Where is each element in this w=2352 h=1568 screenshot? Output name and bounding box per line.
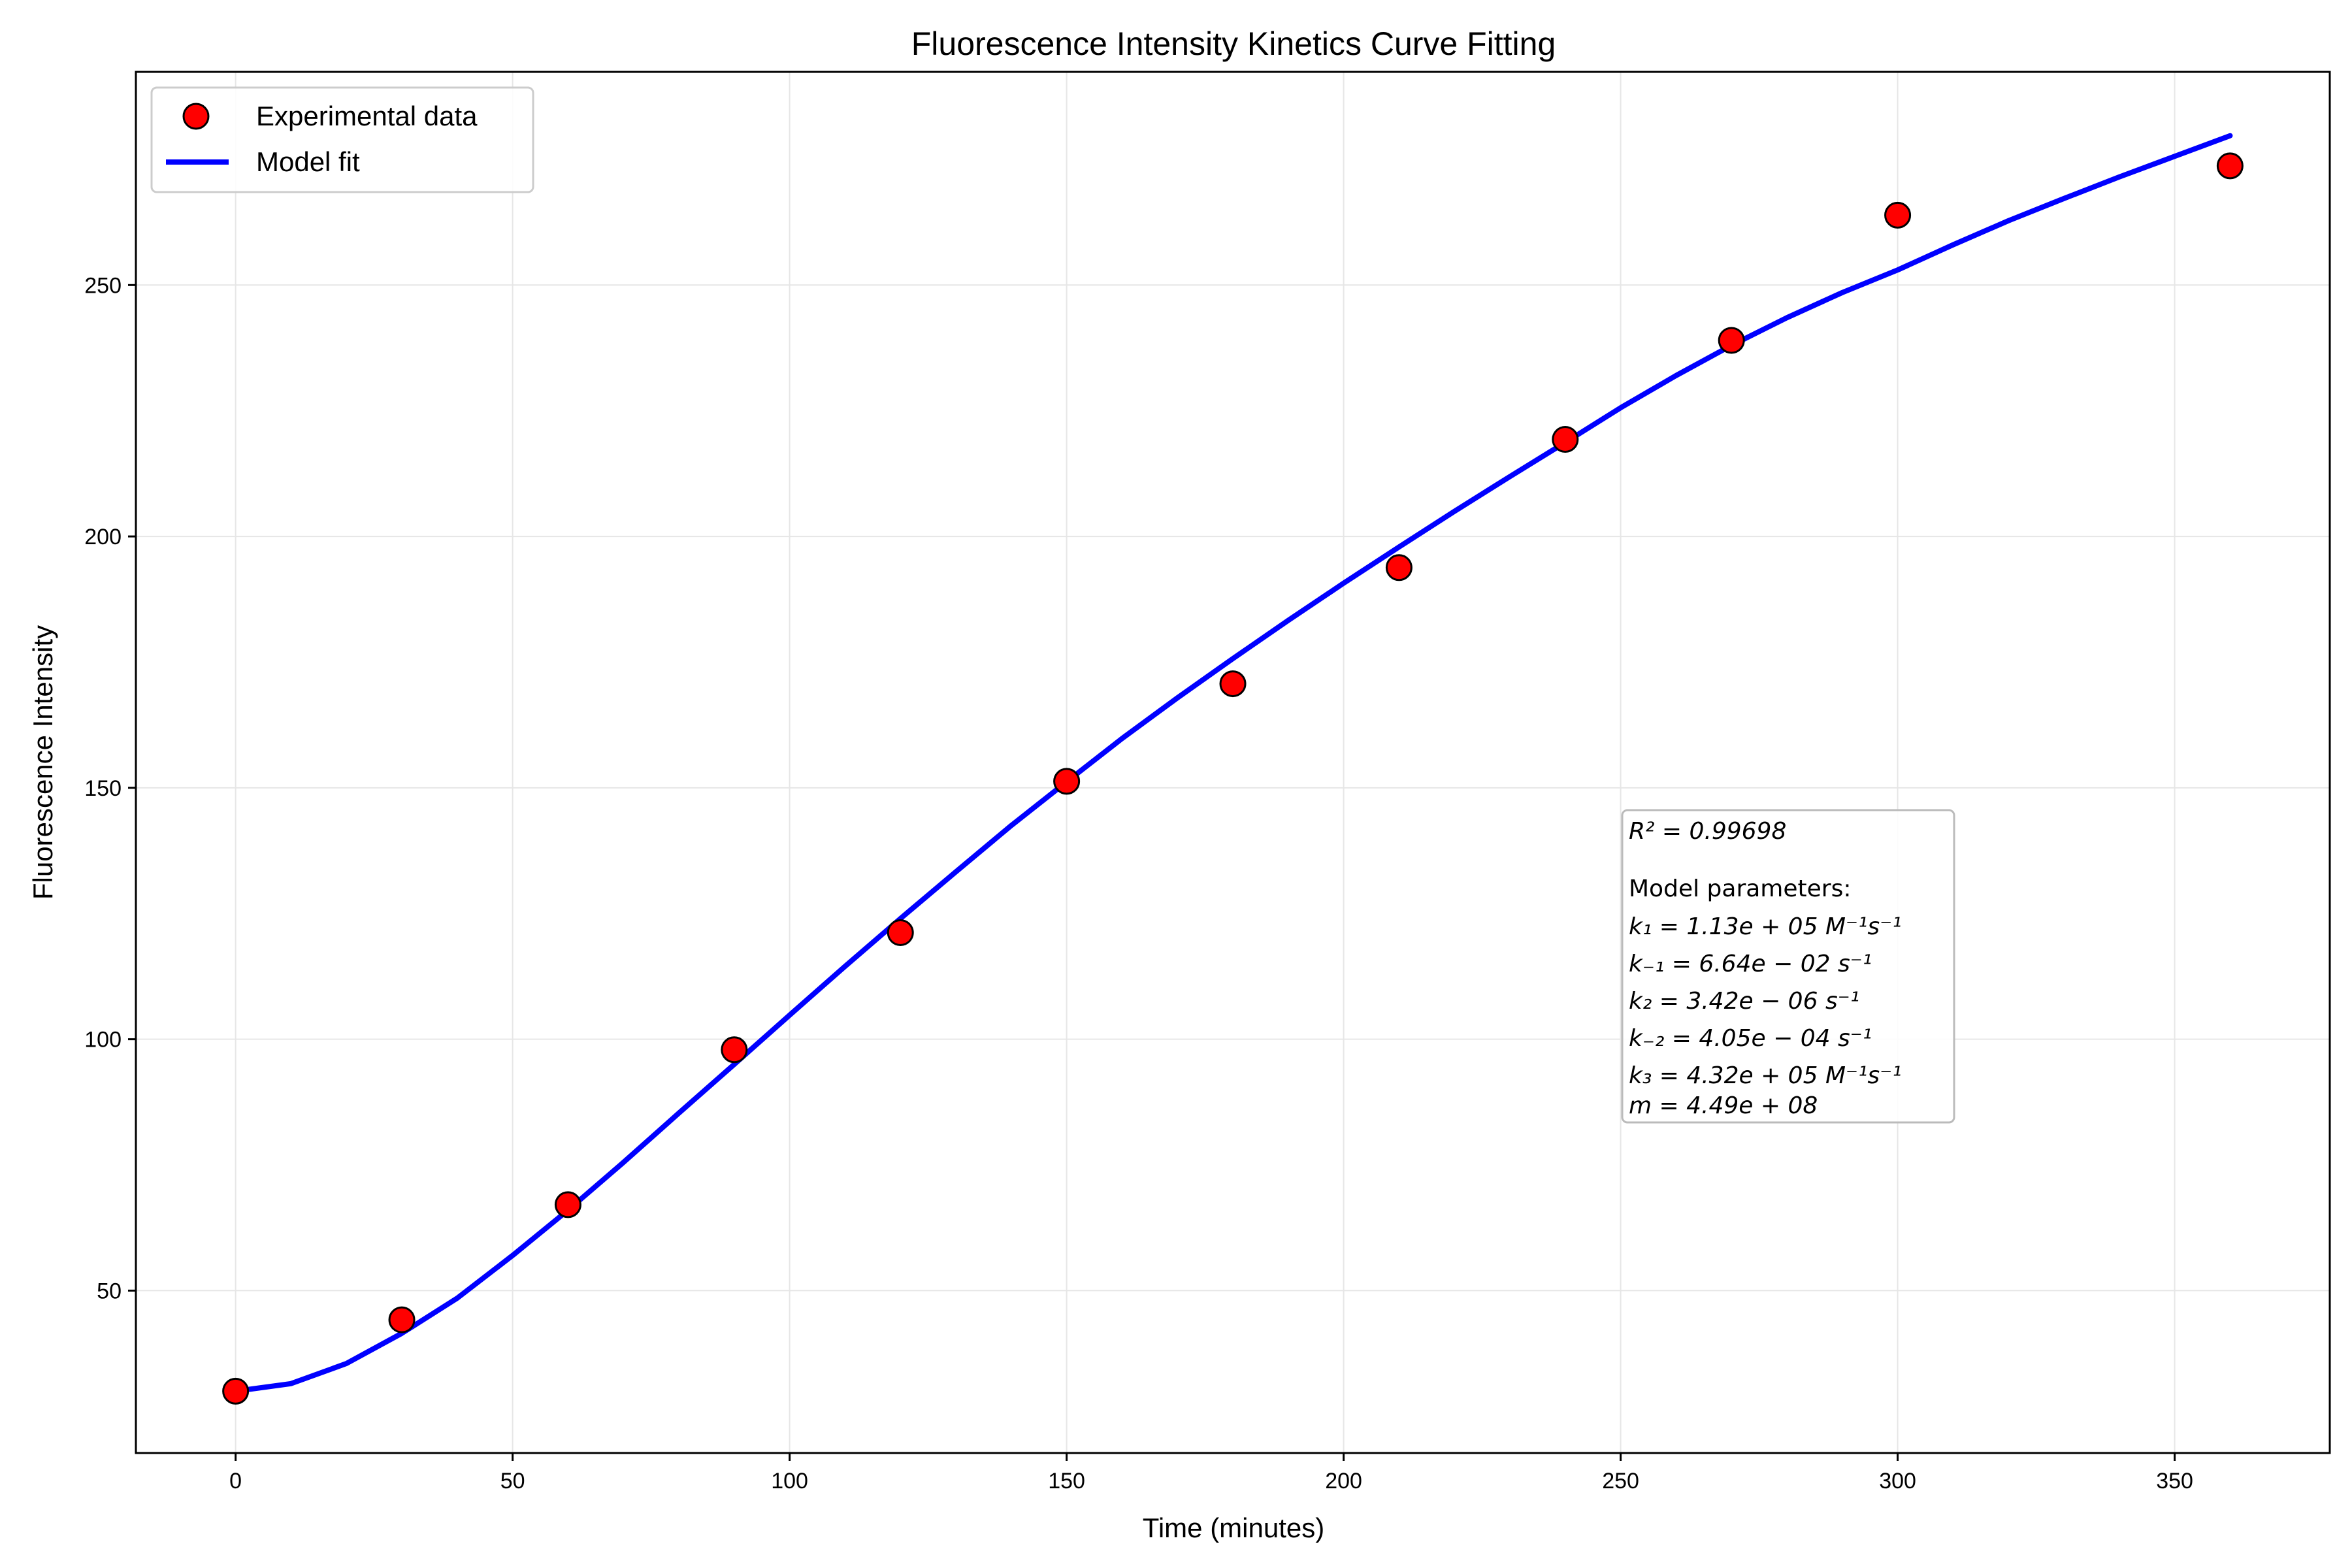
data-point bbox=[1219, 670, 1247, 698]
param-m: m = 4.49e + 08 bbox=[1629, 1092, 1818, 1119]
param-k-1: k₋₁ = 6.64e − 02 s⁻¹ bbox=[1629, 951, 1872, 977]
legend-frame bbox=[150, 86, 534, 193]
data-point bbox=[554, 1191, 581, 1218]
legend-label-model: Model fit bbox=[256, 146, 360, 177]
y-tick-label: 250 bbox=[84, 273, 122, 298]
y-tick-label: 150 bbox=[84, 776, 122, 801]
x-tick-label: 0 bbox=[229, 1469, 242, 1494]
x-tick-label: 250 bbox=[1602, 1469, 1639, 1494]
param-k-2: k₋₂ = 4.05e − 04 s⁻¹ bbox=[1629, 1025, 1872, 1052]
data-point bbox=[1884, 201, 1912, 229]
x-tick-label: 150 bbox=[1048, 1469, 1085, 1494]
chart-title: Fluorescence Intensity Kinetics Curve Fi… bbox=[911, 25, 1556, 62]
x-tick-label: 50 bbox=[500, 1469, 525, 1494]
legend-label-experimental: Experimental data bbox=[256, 101, 478, 131]
x-tick-label: 300 bbox=[1879, 1469, 1916, 1494]
data-point bbox=[1385, 554, 1413, 581]
data-point bbox=[222, 1377, 250, 1405]
data-point bbox=[1053, 768, 1081, 795]
legend: Experimental data Model fit bbox=[150, 86, 534, 193]
x-tick-label: 200 bbox=[1325, 1469, 1362, 1494]
y-axis-label: Fluorescence Intensity bbox=[27, 625, 58, 900]
r-squared-text: R² = 0.99698 bbox=[1629, 818, 1786, 845]
params-heading: Model parameters: bbox=[1629, 875, 1851, 902]
annotation-frame bbox=[1621, 809, 1955, 1124]
data-point bbox=[1718, 327, 1745, 354]
x-tick-label: 100 bbox=[771, 1469, 808, 1494]
data-point bbox=[2216, 152, 2244, 180]
fit-annotation: R² = 0.99698 Model parameters: k₁ = 1.13… bbox=[1621, 809, 1955, 1124]
param-k1: k₁ = 1.13e + 05 M⁻¹s⁻¹ bbox=[1629, 913, 1902, 940]
plot-frame bbox=[135, 71, 2331, 1454]
data-point bbox=[721, 1036, 748, 1064]
param-k2: k₂ = 3.42e − 06 s⁻¹ bbox=[1629, 988, 1859, 1015]
param-k3: k₃ = 4.32e + 05 M⁻¹s⁻¹ bbox=[1629, 1062, 1902, 1089]
y-tick-label: 200 bbox=[84, 525, 122, 549]
data-point bbox=[1552, 426, 1579, 453]
data-point bbox=[388, 1306, 416, 1333]
data-points-layer bbox=[222, 152, 2244, 1405]
y-tick-label: 50 bbox=[97, 1279, 122, 1303]
x-tick-label: 350 bbox=[2156, 1469, 2193, 1494]
legend-marker-experimental bbox=[182, 103, 210, 130]
y-tick-label: 100 bbox=[84, 1028, 122, 1053]
data-point bbox=[887, 919, 914, 946]
axis-ticks: 0 50 100 150 200 250 300 350 50 100 150 200 250 bbox=[84, 273, 2193, 1494]
x-axis-label: Time (minutes) bbox=[1143, 1512, 1324, 1543]
grid-lines bbox=[136, 72, 2330, 1453]
